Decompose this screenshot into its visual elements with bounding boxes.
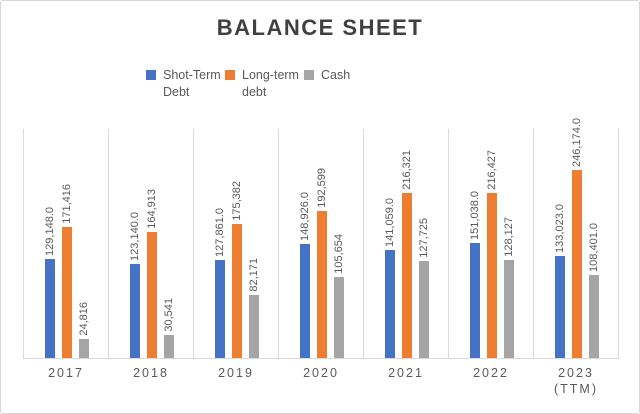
bar-long-term-debt xyxy=(147,232,157,358)
x-axis-label: 2019 xyxy=(218,366,254,380)
category-group-2022: 151,038.0 216,427 128,127 2022 xyxy=(448,129,533,380)
bar-value-label: 141,059.0 xyxy=(384,198,396,247)
bar-cash xyxy=(419,261,429,358)
bar-value-label: 108,401.0 xyxy=(588,223,600,272)
bar-long-term-debt xyxy=(572,170,582,358)
legend-item-shot-term-debt: Shot-Term Debt xyxy=(146,67,225,101)
legend-item-long-term-debt: Long-term debt xyxy=(225,67,304,101)
bar-cash xyxy=(79,339,89,358)
category-group-2018: 123,140.0 164,913 30,541 2018 xyxy=(108,129,193,380)
bar-long-term-debt xyxy=(62,227,72,358)
bar-value-label: 164,913 xyxy=(146,189,158,229)
bar-shot-term-debt xyxy=(300,244,310,358)
bar-cash xyxy=(334,277,344,358)
bar-cash xyxy=(164,335,174,358)
bar-value-label: 30,541 xyxy=(163,298,175,332)
bar-value-label: 127,725 xyxy=(418,218,430,258)
category-group-2021: 141,059.0 216,321 127,725 2021 xyxy=(363,129,448,380)
x-axis-label: 2022 xyxy=(473,366,509,380)
category-group-2020: 148,926.0 192,599 105,654 2020 xyxy=(278,129,363,380)
bar-value-label: 128,127 xyxy=(503,217,515,257)
bar-shot-term-debt xyxy=(45,259,55,358)
chart-legend: Shot-Term Debt Long-term debt Cash xyxy=(1,67,528,101)
x-axis-label: 2023 (TTM) xyxy=(553,366,598,396)
legend-swatch-icon xyxy=(225,70,235,80)
legend-swatch-icon xyxy=(146,70,156,80)
bar-shot-term-debt xyxy=(385,250,395,358)
bar-shot-term-debt xyxy=(130,264,140,358)
bar-shot-term-debt xyxy=(555,256,565,358)
bar-long-term-debt xyxy=(232,224,242,358)
bar-value-label: 175,382 xyxy=(231,181,243,221)
bar-value-label: 171,416 xyxy=(61,184,73,224)
legend-item-cash: Cash xyxy=(304,67,383,84)
category-group-2017: 129,148.0 171,416 24,816 2017 xyxy=(23,129,108,380)
bar-value-label: 148,926.0 xyxy=(299,192,311,241)
bar-value-label: 105,654 xyxy=(333,234,345,274)
chart-title: BALANCE SHEET xyxy=(216,15,424,40)
bar-long-term-debt xyxy=(402,193,412,358)
bar-value-label: 216,321 xyxy=(401,150,413,190)
plot-area: 129,148.0 171,416 24,816 2017 123,140.0 164,9… xyxy=(23,118,619,396)
category-group-2019: 127,861.0 175,382 82,171 2019 xyxy=(193,129,278,380)
legend-label: Shot-Term Debt xyxy=(163,68,221,99)
bar-value-label: 246,174.0 xyxy=(571,118,583,167)
bar-value-label: 127,861.0 xyxy=(214,208,226,257)
bar-value-label: 151,038.0 xyxy=(469,191,481,240)
bar-cash xyxy=(589,275,599,358)
bar-value-label: 133,023.0 xyxy=(554,204,566,253)
x-axis-label: 2021 xyxy=(388,366,424,380)
bar-cash xyxy=(504,260,514,358)
legend-swatch-icon xyxy=(304,70,314,80)
bar-long-term-debt xyxy=(317,211,327,358)
x-axis-label: 2020 xyxy=(303,366,339,380)
bar-value-label: 129,148.0 xyxy=(44,207,56,256)
bar-shot-term-debt xyxy=(470,243,480,358)
category-group-2023: 133,023.0 246,174.0 108,401.0 2023 (TTM) xyxy=(533,118,618,396)
bar-shot-term-debt xyxy=(215,260,225,358)
bar-value-label: 192,599 xyxy=(316,168,328,208)
bar-value-label: 123,140.0 xyxy=(129,212,141,261)
bar-cash xyxy=(249,295,259,358)
x-axis-label: 2017 xyxy=(48,366,84,380)
bar-value-label: 216,427 xyxy=(486,150,498,190)
bar-value-label: 82,171 xyxy=(248,258,260,292)
bar-value-label: 24,816 xyxy=(78,302,90,336)
bar-long-term-debt xyxy=(487,193,497,358)
legend-label: Long-term debt xyxy=(242,68,299,99)
legend-label: Cash xyxy=(321,68,351,82)
x-axis-label: 2018 xyxy=(133,366,169,380)
